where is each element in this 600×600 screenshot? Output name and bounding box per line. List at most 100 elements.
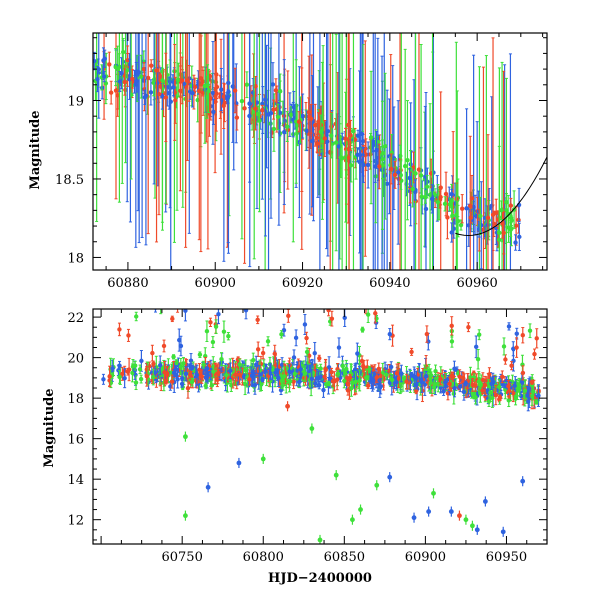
top-data-point [447, 202, 452, 207]
top-data-point [268, 111, 274, 116]
bottom-data-point [304, 349, 310, 355]
bottom-data-point [536, 393, 541, 398]
bottom-data-point [512, 394, 518, 400]
top-data-point [211, 109, 216, 115]
top-data-point [384, 181, 390, 186]
top-data-point [271, 107, 276, 112]
top-data-point [101, 74, 107, 79]
top-plot-frame [92, 32, 548, 271]
bottom-data-point [117, 327, 122, 332]
bottom-data-point [329, 369, 334, 375]
top-data-point [225, 94, 231, 99]
top-data-point [230, 84, 236, 89]
top-data-point [273, 88, 279, 93]
top-data-point [513, 223, 519, 228]
bottom-data-point [257, 372, 262, 378]
top-data-point [365, 162, 371, 168]
top-data-point [405, 157, 410, 163]
top-data-point [464, 206, 469, 211]
top-data-point [513, 240, 518, 245]
top-data-point [117, 79, 123, 84]
bottom-data-point [486, 381, 491, 386]
top-data-point [185, 78, 190, 83]
bottom-data-point [336, 345, 342, 350]
top-data-point [316, 119, 321, 124]
bottom-data-point [531, 389, 536, 395]
top-data-point [277, 89, 283, 94]
top-data-point [285, 124, 290, 129]
top-data-point [359, 131, 365, 137]
top-trend-curve [455, 156, 547, 236]
bottom-data-point [500, 374, 505, 379]
top-data-point [509, 218, 514, 223]
top-data-point [257, 118, 262, 123]
bottom-data-point [306, 353, 312, 358]
bottom-data-point [174, 373, 179, 379]
bottom-data-point [511, 390, 516, 396]
top-data-point [310, 139, 315, 144]
top-data-point [449, 191, 454, 197]
bottom-data-point [318, 374, 324, 379]
bottom-data-point [466, 324, 471, 330]
top-panel: 60880 60900 60920 60940 60960 18 18.5 19 Magnit… [28, 32, 548, 291]
bottom-data-point [203, 375, 208, 380]
top-data-point [192, 84, 198, 90]
bottom-data-point [488, 390, 493, 395]
top-y-tick-label: 19 [67, 94, 84, 109]
top-data-point [407, 175, 412, 181]
bottom-data-point [365, 375, 371, 380]
bottom-data-point [414, 388, 419, 394]
top-data-point [181, 81, 187, 87]
top-data-point [450, 213, 455, 218]
top-data-point [108, 90, 114, 95]
top-data-point [312, 123, 318, 128]
bottom-data-point [287, 379, 292, 385]
bottom-data-point [441, 389, 446, 394]
top-data-point [244, 82, 250, 87]
bottom-data-point [157, 362, 163, 368]
top-data-point [270, 82, 276, 87]
top-data-point [355, 152, 360, 157]
bottom-data-point [384, 372, 389, 378]
top-data-point [151, 80, 156, 86]
top-data-point [221, 103, 226, 109]
bottom-data-marks [101, 300, 541, 544]
top-data-point [449, 230, 454, 235]
top-data-point [141, 67, 147, 72]
top-data-point [435, 200, 441, 205]
bottom-data-point [159, 300, 163, 304]
top-data-point [260, 107, 265, 113]
top-y-tick-label: 18.5 [55, 173, 84, 188]
top-data-point [253, 106, 258, 111]
bottom-data-point [506, 398, 511, 403]
top-data-point [402, 163, 408, 169]
bottom-data-point [197, 352, 203, 357]
bottom-data-point [150, 350, 155, 356]
bottom-data-point [133, 380, 139, 385]
top-data-point [413, 171, 418, 176]
top-data-point [202, 83, 208, 89]
top-data-point [423, 206, 429, 212]
top-data-point [142, 95, 148, 100]
top-data-point [107, 62, 112, 67]
top-data-point [517, 234, 522, 240]
top-data-point [508, 203, 514, 208]
bottom-data-point [473, 344, 479, 350]
bottom-data-point [409, 349, 414, 355]
bottom-data-point [509, 363, 514, 368]
top-data-point [438, 185, 443, 190]
bottom-data-point [169, 379, 175, 384]
top-data-point [388, 166, 394, 172]
top-data-point [101, 58, 106, 63]
bottom-data-point [137, 367, 143, 372]
bottom-data-point [317, 356, 322, 361]
bottom-data-point [487, 372, 492, 377]
top-data-point [156, 92, 162, 97]
top-data-point [336, 144, 342, 149]
top-y-axis-label: Magnitude [28, 110, 43, 189]
top-data-point [95, 76, 100, 82]
top-data-marks [93, 33, 547, 270]
bottom-data-point [168, 384, 173, 389]
